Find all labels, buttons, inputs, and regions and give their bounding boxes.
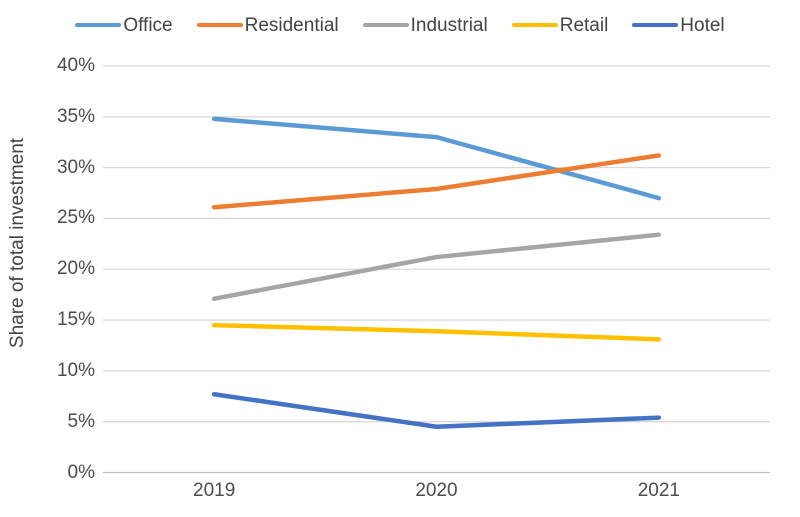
y-tick-label-10: 10% bbox=[56, 359, 95, 381]
legend-swatch-office bbox=[75, 22, 122, 28]
y-tick-label-40: 40% bbox=[56, 55, 95, 76]
series-line-retail bbox=[211, 322, 662, 342]
legend-item-retail: Retail bbox=[511, 14, 609, 36]
legend-label-office: Office bbox=[123, 14, 173, 36]
legend-item-residential: Residential bbox=[196, 14, 339, 36]
legend-swatch-industrial bbox=[362, 22, 409, 28]
y-tick-label-0: 0% bbox=[67, 461, 95, 483]
legend-label-residential: Residential bbox=[244, 14, 339, 36]
legend-swatch-residential bbox=[196, 22, 243, 28]
y-tick-label-25: 25% bbox=[56, 207, 95, 229]
y-tick-label-35: 35% bbox=[56, 105, 95, 127]
series-line-industrial bbox=[211, 232, 662, 301]
series-line-residential bbox=[211, 153, 662, 210]
legend-swatch-retail bbox=[511, 22, 558, 28]
chart-legend: Office Residential Industrial Retail Hotel bbox=[0, 14, 800, 36]
legend-swatch-hotel bbox=[632, 22, 679, 28]
series-line-office bbox=[211, 116, 662, 201]
x-tick-label-2021: 2021 bbox=[637, 480, 680, 501]
legend-label-hotel: Hotel bbox=[680, 14, 725, 36]
series-line-hotel bbox=[211, 391, 662, 430]
legend-label-retail: Retail bbox=[559, 14, 609, 36]
y-tick-label-5: 5% bbox=[67, 410, 95, 432]
y-tick-label-30: 30% bbox=[56, 156, 95, 178]
y-tick-label-20: 20% bbox=[56, 258, 95, 280]
legend-item-office: Office bbox=[75, 14, 173, 36]
legend-label-industrial: Industrial bbox=[410, 14, 488, 36]
x-tick-label-2020: 2020 bbox=[415, 480, 458, 501]
x-tick-label-2019: 2019 bbox=[193, 480, 236, 501]
legend-item-hotel: Hotel bbox=[632, 14, 725, 36]
y-tick-label-15: 15% bbox=[56, 309, 95, 331]
legend-item-industrial: Industrial bbox=[362, 14, 488, 36]
